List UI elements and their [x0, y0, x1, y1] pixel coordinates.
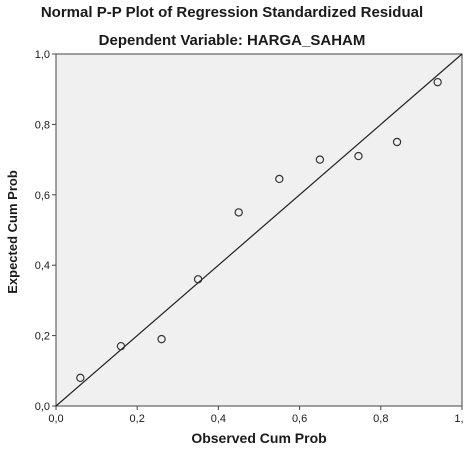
- y-tick-label: 0,2: [35, 331, 50, 343]
- x-tick-label: 0,6: [292, 413, 307, 425]
- y-tick-label: 1,0: [35, 49, 50, 61]
- data-point: [76, 373, 85, 383]
- data-point: [193, 275, 203, 284]
- data-point: [275, 174, 284, 184]
- reference-line: [55, 53, 463, 407]
- data-point: [157, 334, 166, 344]
- y-tick-label: 0,6: [35, 190, 50, 202]
- x-tick-label: 1,0: [454, 413, 464, 425]
- data-point: [116, 341, 126, 351]
- data-point: [433, 77, 442, 87]
- x-axis-label: Observed Cum Prob: [191, 430, 327, 446]
- data-point: [234, 208, 243, 217]
- y-tick-label: 0,8: [35, 119, 50, 131]
- data-point: [315, 155, 325, 164]
- y-tick-label: 0,4: [35, 260, 50, 272]
- x-tick-label: 0,8: [373, 413, 388, 425]
- y-tick-label: 0,0: [35, 401, 50, 413]
- x-tick-label: 0,2: [130, 413, 145, 425]
- chart-title: Normal P-P Plot of Regression Standardiz…: [40, 4, 424, 21]
- y-axis-label: Expected Cum Prob: [5, 170, 20, 294]
- chart-subtitle: Dependent Variable: HARGA_SAHAM: [98, 32, 366, 49]
- data-point: [392, 137, 402, 147]
- data-point: [354, 151, 363, 161]
- x-tick-label: 0,0: [48, 413, 63, 425]
- x-tick-label: 0,4: [211, 413, 226, 425]
